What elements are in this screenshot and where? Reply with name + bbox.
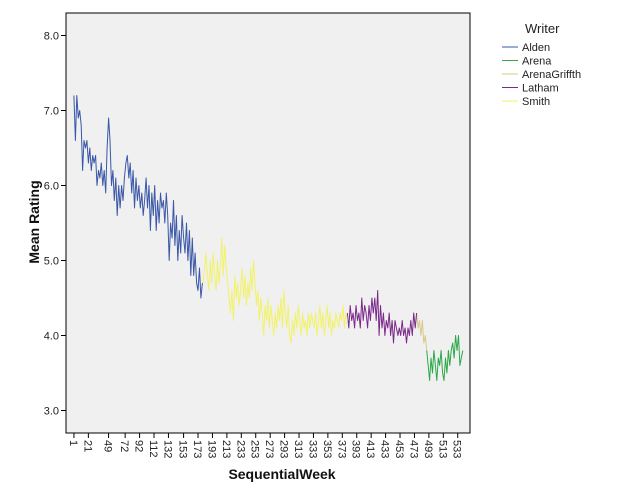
x-tick-label: 49 bbox=[102, 440, 114, 452]
series-layer bbox=[73, 95, 464, 381]
x-tick-label: 373 bbox=[335, 440, 347, 458]
y-axis: 3.0 4.0 5.0 6.0 7.0 8.0 bbox=[44, 31, 66, 418]
x-tick-label: 173 bbox=[191, 440, 203, 458]
x-tick-label: 353 bbox=[321, 440, 333, 458]
x-axis: 1 21 49 72 92 112 132 153 173 193 213 233 253 273 293 3… bbox=[67, 433, 463, 458]
plot-area bbox=[65, 12, 471, 434]
x-tick-label: 193 bbox=[205, 440, 217, 458]
x-tick-label: 1 bbox=[67, 440, 79, 446]
y-axis-title: Mean Rating bbox=[26, 180, 42, 263]
x-tick-label: 333 bbox=[307, 440, 319, 458]
y-tick-label: 4.0 bbox=[44, 331, 59, 343]
x-tick-label: 393 bbox=[350, 440, 362, 458]
x-tick-label: 273 bbox=[263, 440, 275, 458]
series-line-alden bbox=[73, 95, 203, 299]
x-tick-label: 433 bbox=[379, 440, 391, 458]
legend-label-arena: Arena bbox=[522, 56, 552, 68]
legend-label-arenagriffth: ArenaGriffth bbox=[522, 69, 581, 81]
x-tick-label: 132 bbox=[161, 440, 173, 458]
x-tick-label: 533 bbox=[451, 440, 463, 458]
y-tick-label: 5.0 bbox=[44, 256, 59, 268]
x-tick-label: 233 bbox=[234, 440, 246, 458]
x-tick-label: 453 bbox=[393, 440, 405, 458]
series-line-arenagriffth bbox=[416, 312, 428, 351]
x-tick-label: 313 bbox=[292, 440, 304, 458]
x-tick-label: 473 bbox=[408, 440, 420, 458]
x-tick-label: 72 bbox=[118, 440, 130, 452]
series-line-latham bbox=[346, 290, 418, 344]
x-tick-label: 92 bbox=[133, 440, 145, 452]
y-tick-label: 7.0 bbox=[44, 106, 59, 118]
y-tick-label: 6.0 bbox=[44, 181, 59, 193]
legend-label-smith: Smith bbox=[522, 96, 550, 108]
legend-label-alden: Alden bbox=[522, 42, 550, 54]
x-tick-label: 413 bbox=[364, 440, 376, 458]
x-tick-label: 153 bbox=[177, 440, 189, 458]
y-tick-label: 8.0 bbox=[44, 31, 59, 43]
series-line-smith bbox=[202, 237, 348, 344]
x-tick-label: 213 bbox=[220, 440, 232, 458]
x-tick-label: 21 bbox=[81, 440, 93, 452]
x-tick-label: 253 bbox=[249, 440, 261, 458]
series-line-arena bbox=[426, 335, 464, 381]
legend-title: Writer bbox=[525, 21, 560, 36]
y-tick-label: 3.0 bbox=[44, 406, 59, 418]
x-tick-label: 513 bbox=[436, 440, 448, 458]
x-tick-label: 493 bbox=[422, 440, 434, 458]
x-tick-label: 293 bbox=[278, 440, 290, 458]
x-tick-label: 112 bbox=[147, 440, 159, 458]
x-axis-title: SequentialWeek bbox=[228, 466, 335, 482]
legend-label-latham: Latham bbox=[522, 83, 559, 95]
